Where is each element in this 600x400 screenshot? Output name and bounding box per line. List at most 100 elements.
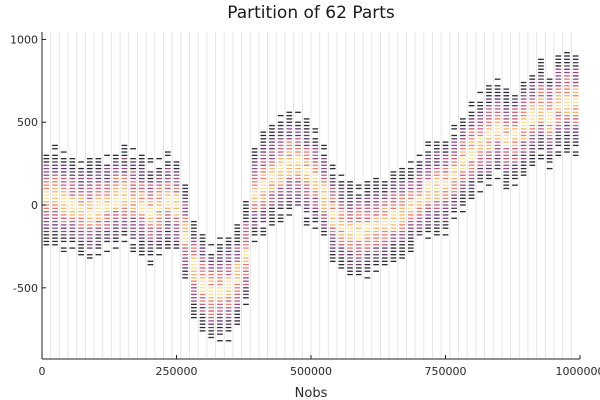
heatmap-cell: [399, 177, 405, 180]
heatmap-cell: [251, 240, 258, 243]
heatmap-cell: [130, 247, 136, 249]
heatmap-cell: [286, 114, 293, 117]
heatmap-cell: [199, 254, 206, 256]
heatmap-cell: [494, 114, 501, 117]
heatmap-cell: [538, 114, 544, 117]
heatmap-cell: [60, 191, 67, 193]
heatmap-cell: [78, 234, 84, 236]
heatmap-cell: [381, 230, 388, 233]
heatmap-cell: [95, 201, 102, 203]
heatmap-cell: [173, 230, 180, 233]
heatmap-cell: [243, 270, 249, 272]
heatmap-cell: [52, 204, 58, 206]
heatmap-cell: [572, 78, 579, 80]
heatmap-cell: [95, 210, 102, 213]
heatmap-cell: [156, 158, 162, 160]
heatmap-cell: [225, 250, 232, 253]
heatmap-cell: [468, 154, 475, 157]
heatmap-cell: [243, 277, 249, 279]
heatmap-cell: [191, 316, 197, 319]
heatmap-cell: [86, 194, 93, 196]
heatmap-cell: [225, 323, 232, 325]
heatmap-cell: [286, 134, 293, 137]
heatmap-cell: [572, 75, 579, 77]
heatmap-cell: [460, 121, 466, 123]
heatmap-cell: [425, 217, 431, 219]
heatmap-cell: [312, 148, 319, 150]
heatmap-cell: [147, 161, 154, 163]
heatmap-cell: [529, 95, 536, 97]
heatmap-cell: [43, 214, 50, 216]
heatmap-cell: [277, 124, 284, 127]
heatmap-cell: [78, 220, 84, 223]
heatmap-cell: [407, 227, 414, 229]
heatmap-cell: [555, 78, 562, 80]
heatmap-cell: [60, 214, 67, 216]
heatmap-cell: [277, 151, 284, 153]
heatmap-cell: [277, 141, 284, 143]
heatmap-cell: [303, 161, 310, 163]
heatmap-cell: [217, 237, 223, 239]
heatmap-cell: [477, 151, 484, 153]
heatmap-cell: [347, 184, 353, 186]
heatmap-cell: [329, 210, 336, 213]
heatmap-cell: [191, 257, 197, 259]
heatmap-cell: [251, 230, 258, 233]
heatmap-cell: [217, 280, 223, 282]
heatmap-cell: [381, 247, 388, 249]
heatmap-cell: [520, 167, 527, 170]
heatmap-cell: [390, 247, 397, 249]
heatmap-cell: [208, 300, 215, 302]
heatmap-cell: [251, 174, 258, 176]
heatmap-cell: [199, 303, 206, 306]
heatmap-cell: [355, 194, 362, 196]
heatmap-cell: [138, 217, 145, 219]
heatmap-cell: [503, 138, 510, 140]
heatmap-cell: [86, 187, 93, 190]
heatmap-cell: [164, 247, 171, 249]
heatmap-cell: [277, 171, 284, 173]
heatmap-cell: [503, 167, 510, 170]
heatmap-cell: [399, 207, 405, 209]
heatmap-cell: [269, 167, 275, 170]
heatmap-cell: [494, 98, 501, 100]
heatmap-cell: [286, 201, 293, 203]
heatmap-cell: [295, 148, 301, 150]
heatmap-cell: [191, 307, 197, 309]
heatmap-cell: [156, 214, 162, 216]
heatmap-cell: [373, 184, 379, 186]
heatmap-cell: [347, 181, 353, 183]
heatmap-cell: [69, 174, 76, 176]
heatmap-cell: [572, 141, 579, 143]
heatmap-cell: [86, 161, 93, 163]
heatmap-cell: [260, 234, 267, 236]
heatmap-cell: [286, 187, 293, 190]
heatmap-cell: [78, 210, 84, 213]
heatmap-cell: [138, 234, 145, 236]
heatmap-cell: [286, 111, 293, 113]
heatmap-cell: [407, 161, 414, 163]
heatmap-cell: [295, 158, 301, 160]
heatmap-cell: [442, 161, 449, 163]
heatmap-cell: [564, 111, 570, 113]
heatmap-cell: [416, 191, 423, 193]
heatmap-cell: [486, 91, 492, 94]
heatmap-cell: [512, 101, 518, 104]
heatmap-cell: [208, 326, 215, 329]
heatmap-cell: [182, 227, 189, 229]
heatmap-cell: [130, 234, 136, 236]
heatmap-cell: [234, 237, 241, 239]
y-tick-label: 0: [31, 199, 38, 212]
heatmap-cell: [486, 144, 492, 147]
heatmap-cell: [217, 273, 223, 276]
heatmap-cell: [442, 220, 449, 223]
heatmap-cell: [347, 267, 353, 269]
heatmap-cell: [321, 158, 327, 160]
heatmap-cell: [338, 181, 345, 183]
heatmap-cell: [494, 131, 501, 133]
heatmap-cell: [416, 177, 423, 180]
heatmap-cell: [208, 336, 215, 339]
heatmap-cell: [494, 111, 501, 113]
heatmap-cell: [182, 254, 189, 256]
heatmap-cell: [225, 310, 232, 312]
